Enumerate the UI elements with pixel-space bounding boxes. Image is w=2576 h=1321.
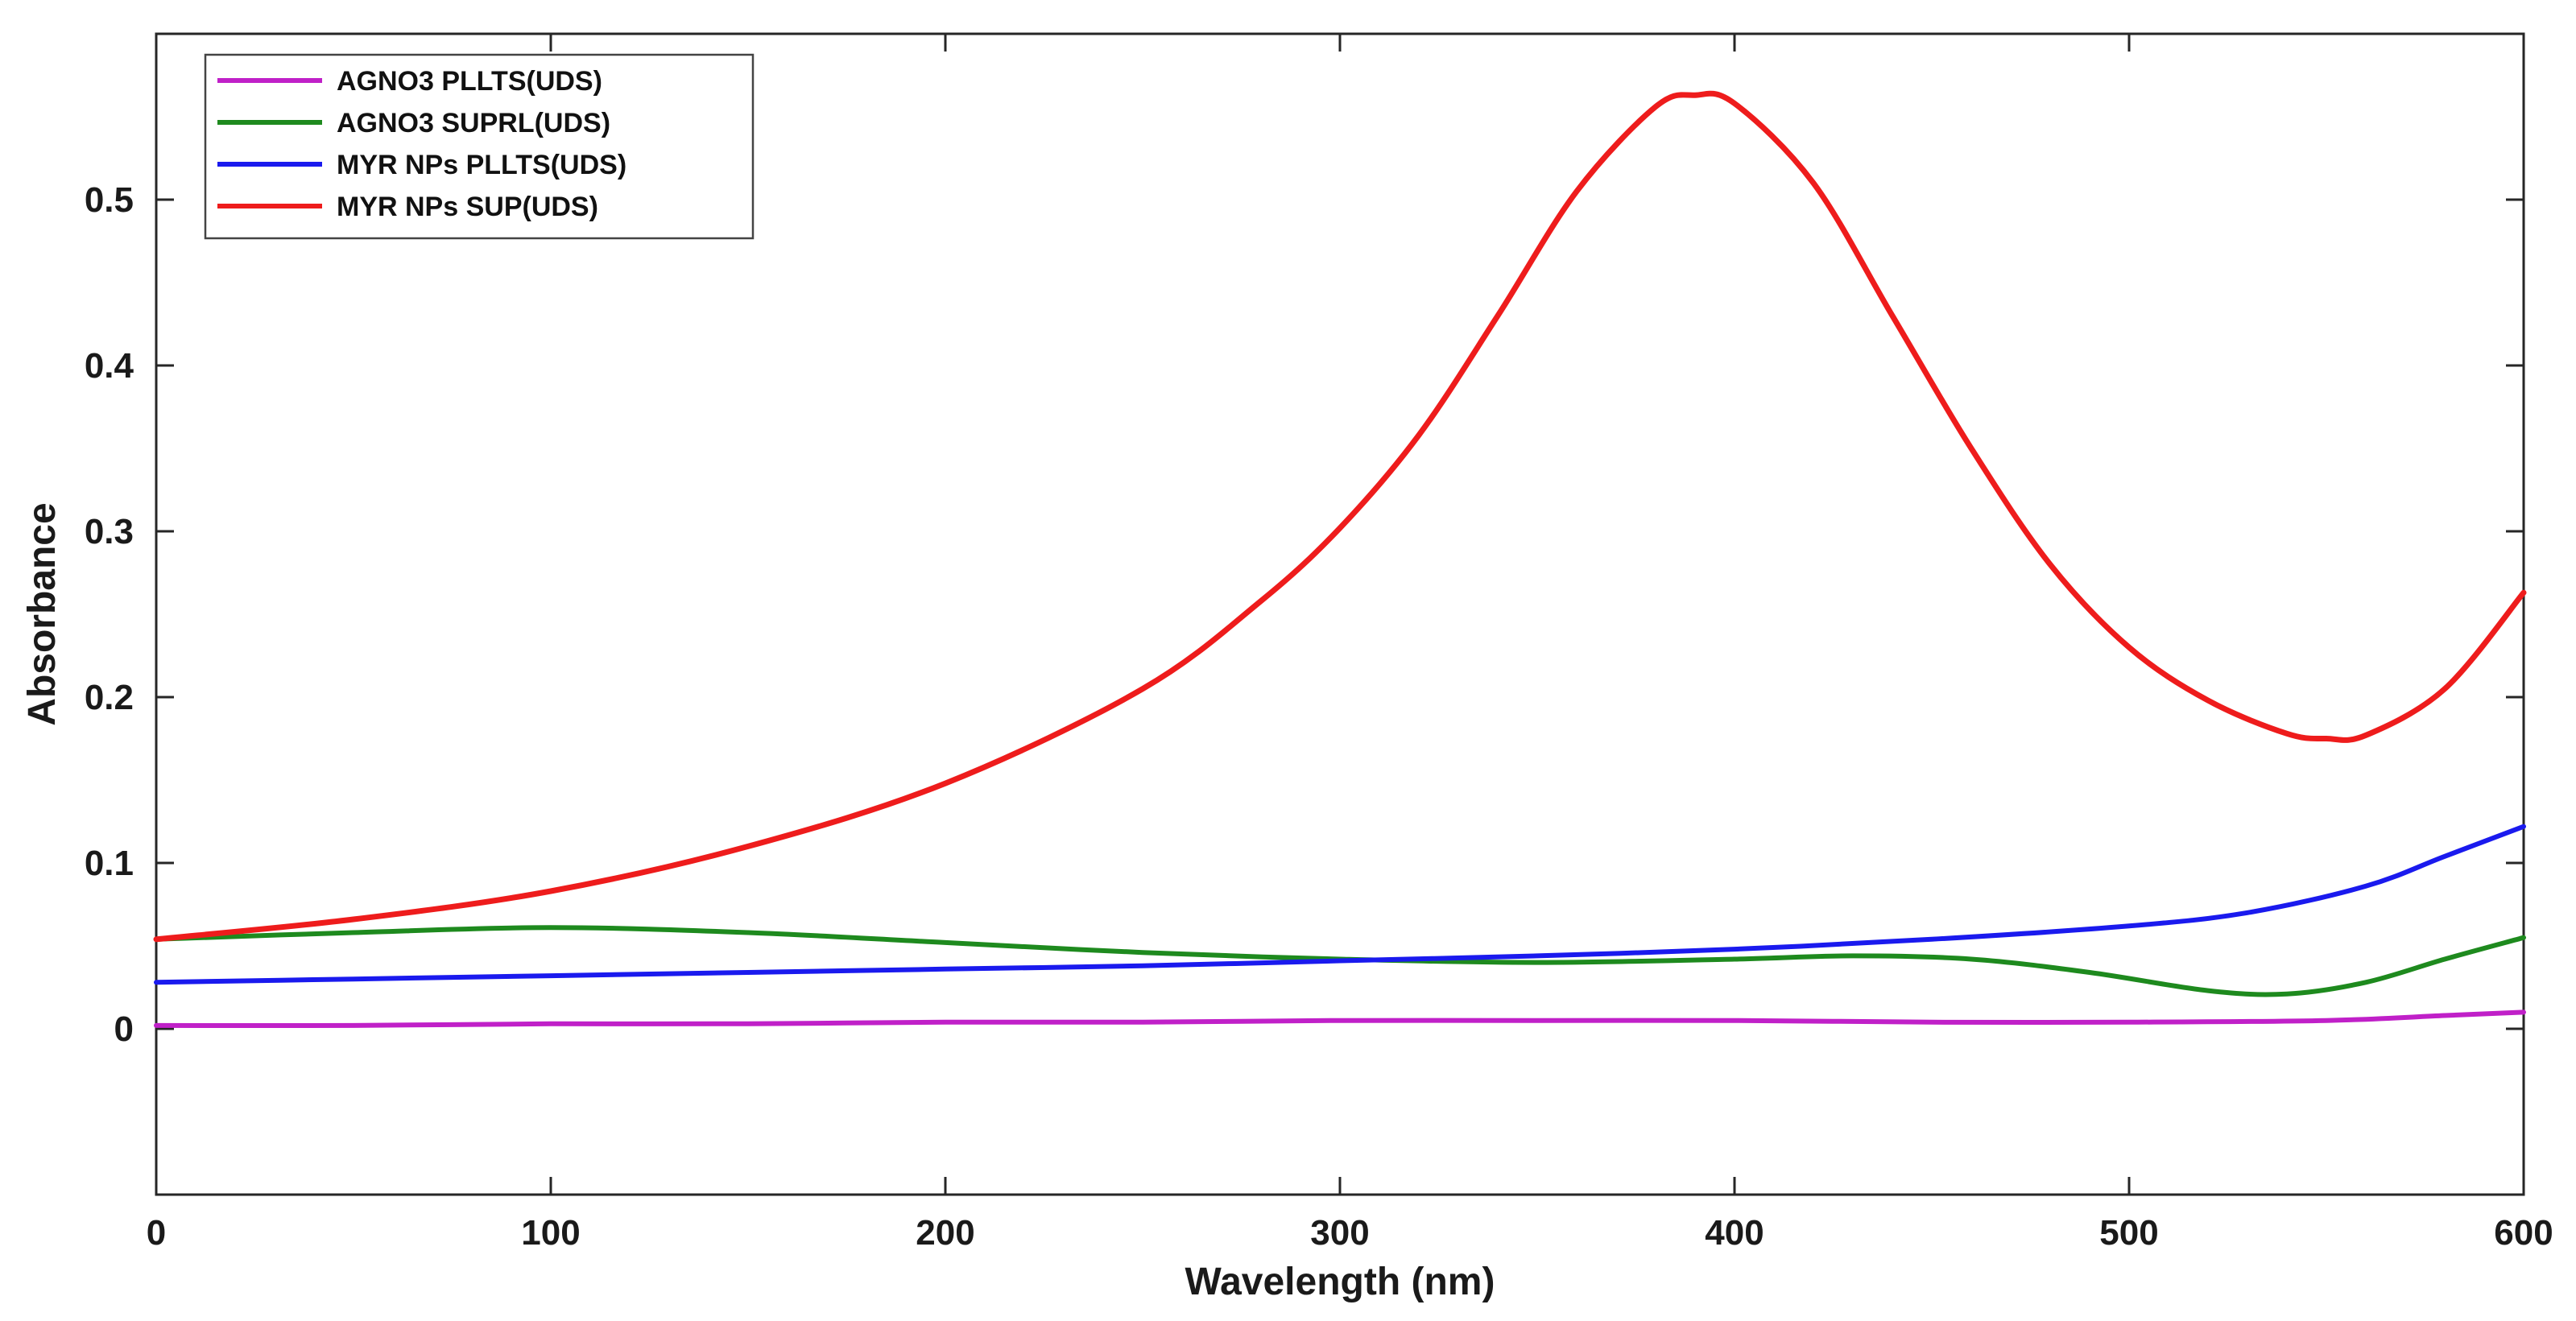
- y-tick-label: 0.3: [85, 512, 134, 551]
- y-tick-label: 0: [114, 1009, 134, 1049]
- series-line-agno3-pllts-uds: [154, 1009, 2526, 1029]
- legend: AGNO3 PLLTS(UDS) AGNO3 SUPRL(UDS) MYR NPs …: [204, 53, 755, 240]
- x-tick-label: 400: [1705, 1213, 1764, 1253]
- x-tick-label: 0: [147, 1213, 166, 1253]
- x-tick-label: 100: [521, 1213, 580, 1253]
- legend-label-agno3-pllts-uds: AGNO3 PLLTS(UDS): [337, 66, 602, 97]
- x-tick-label: 300: [1310, 1213, 1369, 1253]
- series-line-myr-nps-sup-uds: [153, 90, 2527, 943]
- y-tick-label: 0.5: [85, 180, 134, 220]
- y-tick-label: 0.2: [85, 678, 134, 717]
- x-tick-label: 500: [2099, 1213, 2158, 1253]
- series-line-agno3-suprl-uds: [154, 925, 2526, 997]
- axis-ticks: [155, 34, 2525, 1195]
- legend-label-myr-nps-pllts-uds: MYR NPs PLLTS(UDS): [337, 150, 626, 180]
- x-tick-label: 200: [916, 1213, 974, 1253]
- x-axis-title: Wavelength (nm): [1185, 1261, 1495, 1303]
- series-lines: [153, 90, 2527, 1029]
- legend-label-agno3-suprl-uds: AGNO3 SUPRL(UDS): [337, 108, 610, 138]
- y-axis-title: Absorbance: [21, 502, 64, 725]
- x-tick-label: 600: [2494, 1213, 2553, 1253]
- y-tick-label: 0.1: [85, 844, 134, 883]
- tick-labels: 0 100 200 300 400 500 600 0 0.1 0.2 0.3 0.4 0.5: [85, 180, 2553, 1253]
- series-line-myr-nps-pllts-uds: [154, 824, 2526, 985]
- legend-label-myr-nps-sup-uds: MYR NPs SUP(UDS): [337, 192, 598, 222]
- y-tick-label: 0.4: [85, 346, 134, 386]
